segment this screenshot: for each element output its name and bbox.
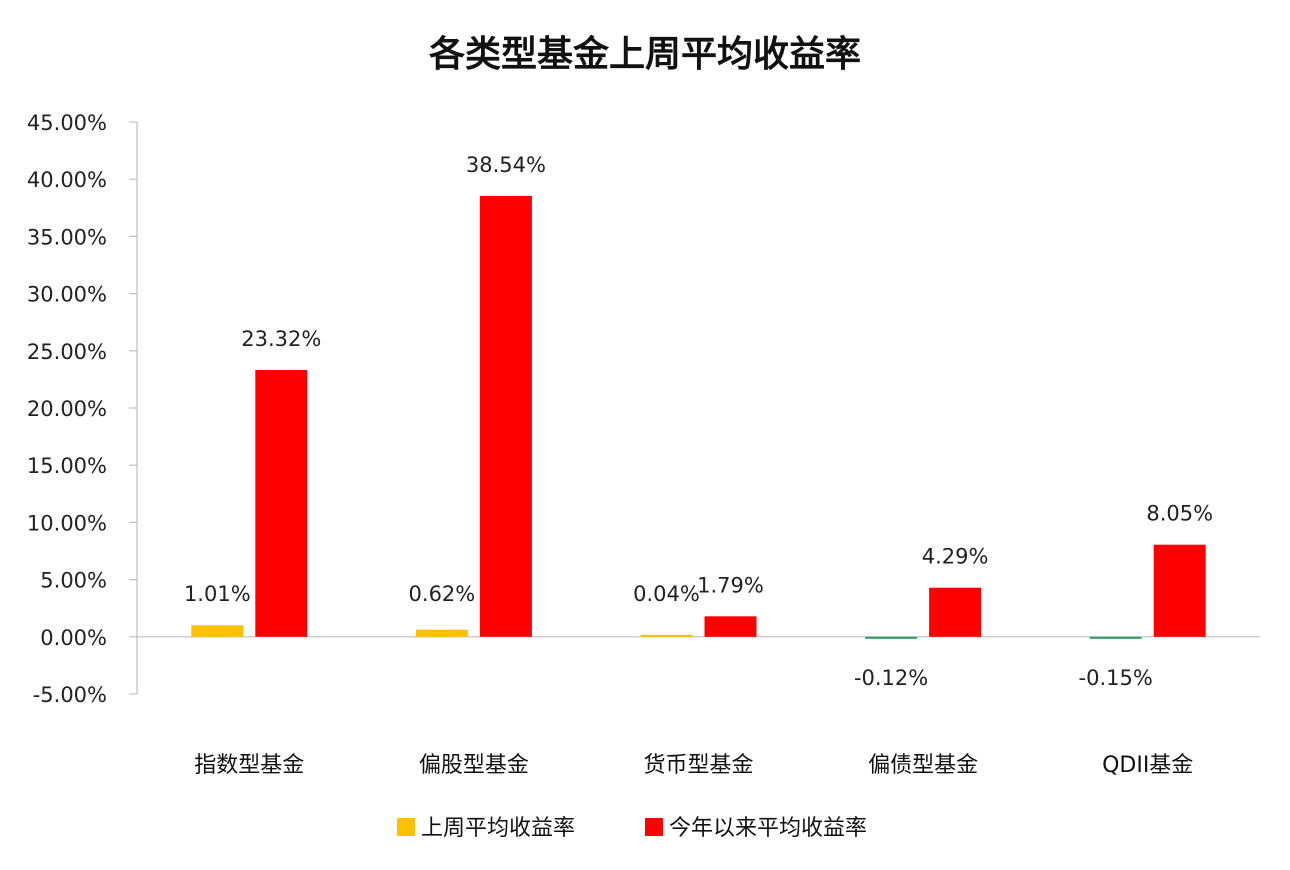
- category-label: 偏股型基金: [419, 753, 529, 778]
- bar-ytd-3: [704, 616, 757, 637]
- category-label: 指数型基金: [194, 753, 304, 778]
- y-tick-label: 15.00%: [27, 454, 107, 478]
- data-label: 4.29%: [922, 545, 989, 569]
- data-labels: 1.01% 23.32% 0.62% 38.54% 0.04%1.79% -0.12% 4.…: [184, 153, 1213, 690]
- data-label: 38.54%: [466, 153, 546, 177]
- y-tick-label: -5.00%: [33, 683, 107, 707]
- data-label: 0.62%: [409, 582, 476, 606]
- y-tick-label: 30.00%: [27, 283, 107, 307]
- y-axis-ticks: 45.00% 40.00% 35.00% 30.00% 25.00% 20.00% 15.0…: [27, 111, 137, 707]
- data-label: 8.05%: [1146, 502, 1213, 526]
- bar-last-week-2: [415, 629, 468, 637]
- data-label: 0.04%: [633, 582, 700, 606]
- category-label: 货币型基金: [643, 753, 753, 778]
- bar-last-week-5: [1089, 636, 1142, 639]
- y-tick-label: 5.00%: [40, 569, 107, 593]
- data-label: 1.01%: [184, 582, 251, 606]
- bar-last-week-4: [865, 636, 918, 639]
- category-labels: 指数型基金 偏股型基金 货币型基金 偏债型基金 QDII基金: [194, 753, 1193, 778]
- bar-last-week-1: [191, 625, 244, 637]
- bar-ytd-5: [1153, 544, 1206, 637]
- bar-ytd-4: [929, 587, 982, 637]
- data-label: 1.79%: [697, 573, 764, 597]
- data-label: -0.15%: [1079, 666, 1153, 690]
- bar-ytd-2: [479, 195, 532, 637]
- data-label: -0.12%: [854, 666, 928, 690]
- legend-label: 今年以来平均收益率: [669, 816, 867, 841]
- legend-swatch: [645, 818, 663, 836]
- y-tick-label: 35.00%: [27, 225, 107, 249]
- y-tick-label: 20.00%: [27, 397, 107, 421]
- bars: [191, 195, 1206, 639]
- y-tick-label: 0.00%: [40, 626, 107, 650]
- bar-ytd-1: [255, 370, 308, 637]
- category-label: QDII基金: [1102, 753, 1193, 778]
- legend-label: 上周平均收益率: [421, 816, 575, 841]
- y-tick-label: 10.00%: [27, 511, 107, 535]
- y-tick-label: 40.00%: [27, 168, 107, 192]
- data-label: 23.32%: [241, 327, 321, 351]
- y-tick-label: 25.00%: [27, 340, 107, 364]
- bar-last-week-3: [640, 634, 693, 637]
- y-tick-label: 45.00%: [27, 111, 107, 135]
- legend: 上周平均收益率 今年以来平均收益率: [397, 816, 867, 841]
- chart-title: 各类型基金上周平均收益率: [429, 33, 861, 75]
- category-label: 偏债型基金: [868, 753, 978, 778]
- legend-swatch: [397, 818, 415, 836]
